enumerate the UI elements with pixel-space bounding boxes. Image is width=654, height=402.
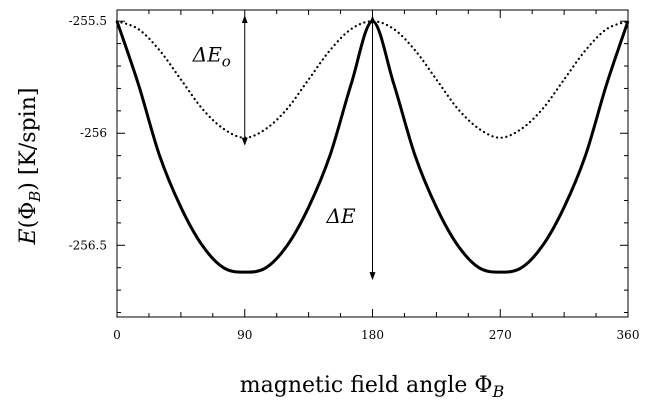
x-tick-label: 90 [237,328,252,342]
x-tick-label: 360 [617,328,640,342]
x-tick-label: 180 [361,328,384,342]
annotations-group: ΔEo ΔE [192,15,376,281]
y-tick-label: -256 [80,126,107,140]
y-tick-label: -256.5 [69,238,107,252]
x-tick-label: 270 [489,328,512,342]
annotation-label: ΔE [326,204,356,228]
y-tick-label: -255.5 [69,14,107,28]
y-axis-title: E(ΦB) [K/spin] [16,88,44,246]
annotation-label: ΔEo [192,43,231,71]
x-axis-title: magnetic field angle ΦB [240,373,505,401]
tick-labels: 0 90 180 270 360 -255.5 -256 -256.5 [69,14,640,342]
x-tick-label: 0 [113,328,121,342]
